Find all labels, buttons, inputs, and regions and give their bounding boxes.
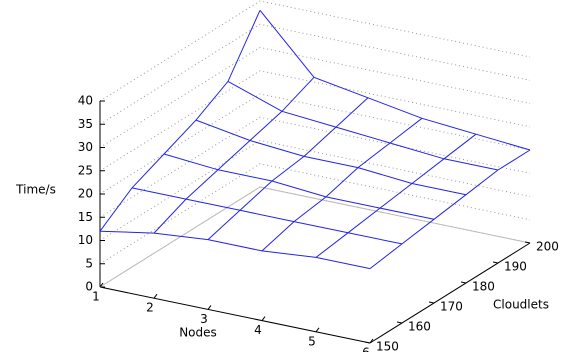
z-tick-label: 30: [78, 140, 93, 154]
z-tick-label: 10: [78, 233, 93, 247]
grid-line: [99, 23, 531, 125]
surface-line: [369, 149, 531, 269]
tick-mark: [207, 305, 212, 310]
surface-line: [131, 187, 403, 245]
axis-line: [259, 186, 531, 244]
tick-mark: [396, 321, 403, 324]
y-tick-label: 150: [376, 340, 399, 352]
axis-line: [369, 242, 531, 344]
y-tick-label: 160: [408, 320, 431, 334]
grid-line: [99, 70, 531, 172]
x-tick-label: 4: [254, 323, 262, 337]
surface-line: [261, 117, 423, 252]
tick-mark: [369, 338, 374, 344]
x-axis-label: Nodes: [179, 326, 217, 340]
x-tick-label: 5: [308, 334, 316, 348]
grid-line: [99, 0, 531, 102]
z-tick-label: 15: [78, 210, 93, 224]
tick-mark: [153, 293, 158, 299]
y-tick-label: 180: [472, 280, 495, 294]
surface-line: [259, 9, 531, 151]
y-tick-label: 200: [536, 240, 559, 254]
x-tick-label: 2: [146, 301, 154, 315]
x-tick-label: 3: [200, 312, 208, 326]
grid-line: [99, 116, 531, 218]
grid-line: [99, 186, 531, 288]
axis-line: [99, 286, 371, 344]
tick-mark: [460, 281, 467, 284]
z-tick-label: 25: [78, 163, 93, 177]
grid-line: [99, 163, 531, 265]
tick-mark: [364, 341, 371, 344]
tick-mark: [524, 241, 531, 244]
x-tick-label: 6: [362, 346, 370, 352]
x-tick-label: 1: [92, 290, 100, 304]
z-axis-label: Time/s: [15, 183, 56, 197]
surface-line: [99, 230, 371, 270]
tick-mark: [492, 261, 499, 264]
surface-line: [153, 76, 315, 234]
y-tick-label: 170: [440, 300, 463, 314]
tick-mark: [261, 316, 266, 321]
grid-line: [99, 139, 531, 241]
surface-line: [207, 97, 369, 240]
axis-line: [99, 186, 261, 288]
tick-mark: [428, 301, 435, 304]
z-tick-label: 20: [78, 187, 93, 201]
tick-mark: [315, 327, 320, 333]
surface-line: [315, 133, 477, 258]
grid-line: [99, 93, 531, 195]
surface-line: [99, 10, 261, 232]
z-tick-label: 40: [78, 94, 93, 108]
z-tick-label: 0: [85, 280, 93, 294]
z-tick-label: 5: [85, 256, 93, 270]
tick-mark: [99, 282, 104, 288]
y-tick-label: 190: [504, 260, 527, 274]
z-tick-label: 35: [78, 117, 93, 131]
surface-line: [163, 153, 435, 220]
surface-line: [227, 80, 499, 171]
grid-line: [99, 46, 531, 148]
y-axis-label: Cloudlets: [493, 298, 549, 312]
surface-line: [195, 119, 467, 196]
